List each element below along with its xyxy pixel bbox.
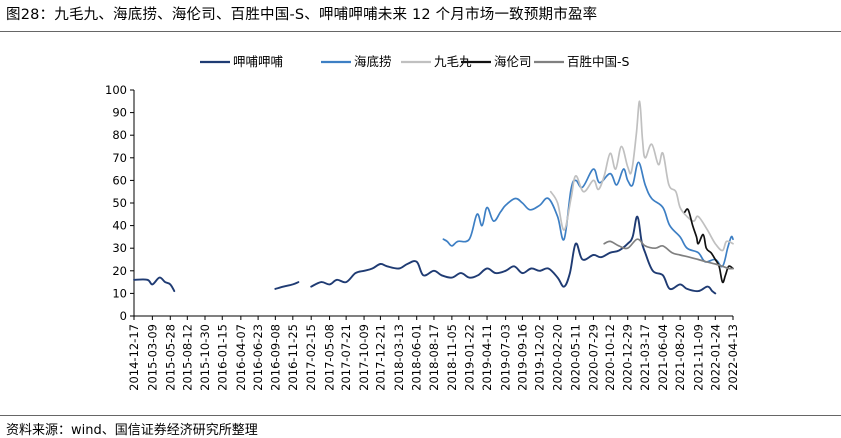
- x-tick-label: 2017-10-09: [357, 324, 371, 391]
- x-tick-label: 2014-12-17: [127, 324, 141, 391]
- x-tick-label: 2018-03-13: [392, 324, 406, 391]
- figure-title: 图28：九毛九、海底捞、海伦司、百胜中国-S、呷哺呷哺未来 12 个月市场一致预…: [6, 7, 598, 23]
- chart-axes: 0 10 20 30 40 50 60 70 80 90 100 2014-12-17 2015-03-…: [105, 83, 740, 391]
- x-tick-label: 2019-07-03: [499, 324, 513, 391]
- x-tick-label: 2020-10-12: [603, 324, 617, 391]
- x-tick-label: 2021-11-09: [691, 324, 705, 391]
- series-line-0-segment-2: [310, 215, 717, 295]
- legend-label: 九毛九: [434, 54, 472, 69]
- x-tick-label: 2018-08-17: [427, 324, 441, 391]
- y-tick-label: 0: [120, 309, 127, 323]
- x-tick-label: 2019-09-16: [515, 324, 529, 391]
- x-tick-label: 2016-01-15: [215, 324, 229, 391]
- y-tick-label: 20: [112, 264, 127, 278]
- x-tick-label: 2021-06-04: [656, 324, 670, 391]
- x-tick-label: 2015-10-30: [198, 324, 212, 391]
- y-tick-label: 100: [105, 83, 127, 97]
- x-tick-label: 2015-03-09: [145, 324, 159, 391]
- legend-label: 百胜中国-S: [567, 54, 630, 69]
- x-tick-label: 2019-12-02: [533, 324, 547, 391]
- x-tick-label: 2017-05-08: [323, 324, 337, 391]
- x-tick-label: 2019-01-22: [462, 324, 476, 391]
- x-tick-label: 2016-09-08: [268, 324, 282, 391]
- series-line-3-segment-0: [683, 208, 734, 284]
- x-tick-label: 2020-07-29: [586, 324, 600, 391]
- series-line-0-segment-0: [133, 276, 176, 293]
- x-tick-label: 2019-04-11: [480, 324, 494, 391]
- legend-label: 海底捞: [354, 54, 392, 69]
- x-tick-label: 2017-12-21: [373, 324, 387, 391]
- y-tick-label: 80: [112, 128, 127, 142]
- x-tick-label: 2018-06-01: [410, 324, 424, 391]
- x-tick-label: 2015-08-12: [180, 324, 194, 391]
- x-tick-label: 2021-03-17: [638, 324, 652, 391]
- x-tick-label: 2017-02-15: [304, 324, 318, 391]
- x-tick-label: 2020-02-20: [551, 324, 565, 391]
- y-tick-label: 50: [112, 196, 127, 210]
- y-tick-label: 70: [112, 151, 127, 165]
- series-layer: [133, 100, 734, 295]
- y-tick-label: 30: [112, 241, 127, 255]
- x-tick-label: 2018-11-05: [445, 324, 459, 391]
- x-tick-label: 2021-08-20: [673, 324, 687, 391]
- y-tick-label: 10: [112, 286, 127, 300]
- series-line-4-segment-0: [603, 238, 734, 270]
- bottom-rule: [0, 415, 841, 416]
- top-rule: [0, 31, 841, 32]
- x-tick-label: 2022-01-24: [708, 324, 722, 391]
- y-tick-label: 40: [112, 219, 127, 233]
- series-line-0-segment-1: [274, 281, 300, 290]
- legend-label: 海伦司: [494, 54, 532, 69]
- chart-legend: 呷哺呷哺 海底捞 九毛九 海伦司 百胜中国-S: [200, 54, 630, 69]
- x-tick-label: 2016-06-23: [251, 324, 265, 391]
- y-tick-label: 60: [112, 173, 127, 187]
- series-line-1-segment-0: [442, 161, 734, 268]
- x-tick-label: 2020-05-11: [569, 324, 583, 391]
- legend-label: 呷哺呷哺: [233, 54, 283, 69]
- source-note: 资料来源：wind、国信证券经济研究所整理: [6, 423, 258, 438]
- x-tick-label: 2017-07-21: [339, 324, 353, 391]
- x-tick-label: 2020-12-29: [621, 324, 635, 391]
- series-line-2-segment-0: [549, 100, 734, 252]
- x-tick-label: 2016-04-07: [234, 324, 248, 391]
- x-tick-label: 2015-05-28: [163, 324, 177, 391]
- x-tick-label: 2022-04-13: [726, 324, 740, 391]
- x-tick-label: 2016-11-25: [286, 324, 300, 391]
- y-tick-label: 90: [112, 106, 127, 120]
